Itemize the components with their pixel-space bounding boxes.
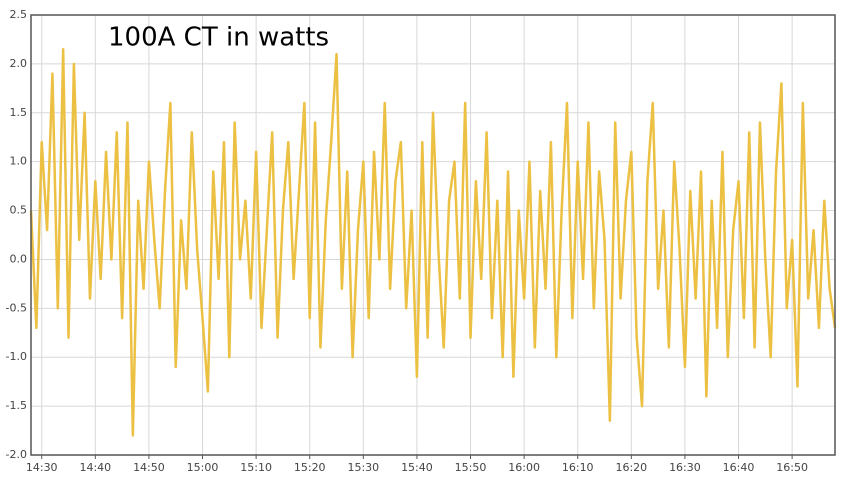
y-tick-label: 1.0 <box>10 155 28 168</box>
plot-border <box>30 14 836 456</box>
y-tick-label: -0.5 <box>6 301 27 314</box>
x-tick-label: 14:40 <box>79 461 111 474</box>
x-tick-label: 16:50 <box>776 461 808 474</box>
x-tick-label: 15:10 <box>240 461 272 474</box>
y-tick-label: -1.5 <box>6 399 27 412</box>
x-tick-label: 15:00 <box>187 461 219 474</box>
y-tick-label: 0.5 <box>10 204 28 217</box>
y-tick-label: 0.0 <box>10 252 28 265</box>
y-tick-label: -1.0 <box>6 350 27 363</box>
x-tick-label: 16:20 <box>615 461 647 474</box>
x-tick-label: 14:50 <box>133 461 165 474</box>
y-tick-label: 2.0 <box>10 57 28 70</box>
x-tick-label: 15:50 <box>455 461 487 474</box>
x-tick-label: 15:20 <box>294 461 326 474</box>
x-tick-label: 15:30 <box>347 461 379 474</box>
x-tick-label: 15:40 <box>401 461 433 474</box>
x-tick-label: 14:30 <box>26 461 58 474</box>
y-tick-label: 2.5 <box>10 8 28 21</box>
x-tick-label: 16:40 <box>723 461 755 474</box>
x-tick-label: 16:00 <box>508 461 540 474</box>
line <box>29 47 837 437</box>
x-tick-label: 16:10 <box>562 461 594 474</box>
x-tick-label: 16:30 <box>669 461 701 474</box>
chart-annotation: 100A CT in watts <box>108 23 329 53</box>
y-tick-label: -2.0 <box>6 448 27 461</box>
y-tick-label: 1.5 <box>10 106 28 119</box>
